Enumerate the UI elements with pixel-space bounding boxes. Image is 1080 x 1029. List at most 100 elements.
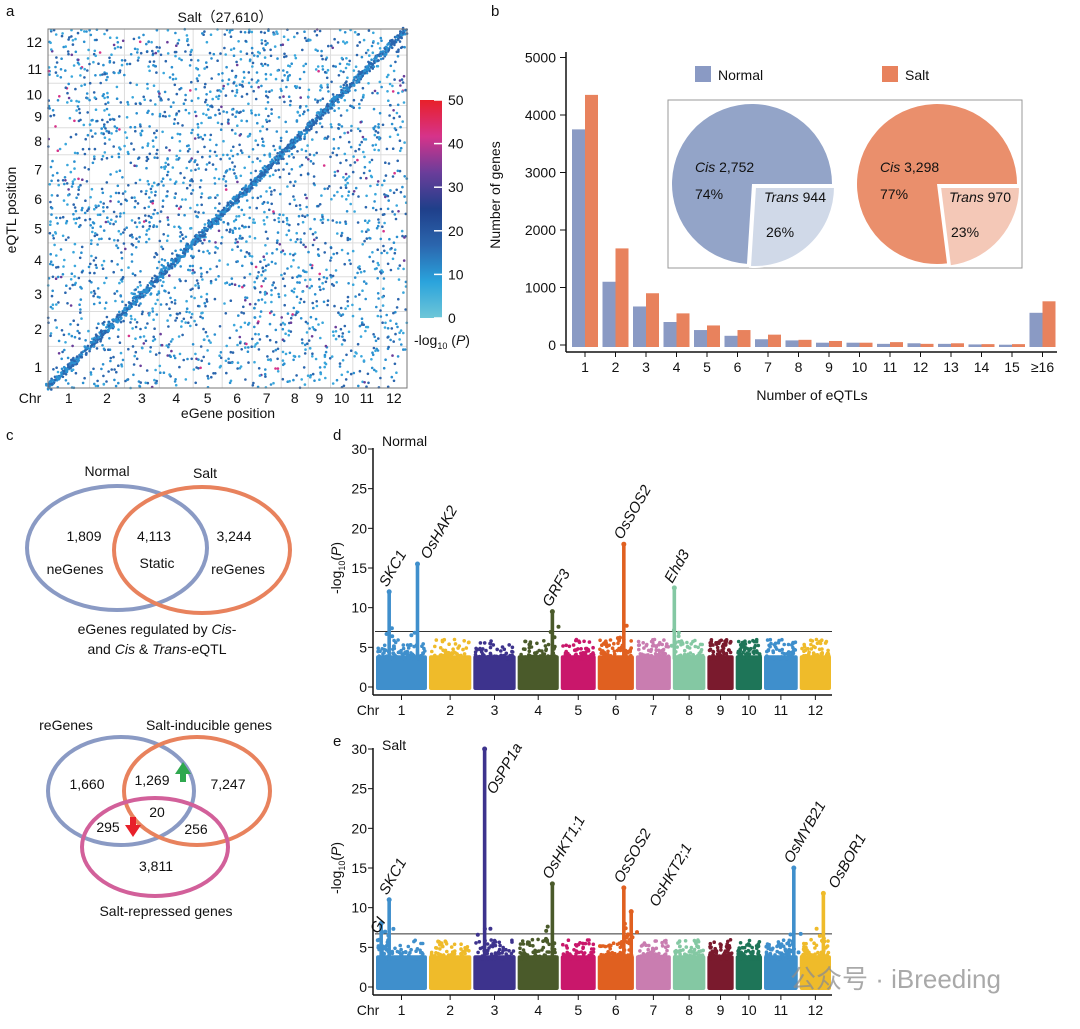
eqtl-point: [284, 120, 288, 124]
cis-eqtl-point: [100, 330, 103, 333]
eqtl-point: [121, 39, 125, 43]
cis-eqtl-point: [231, 202, 235, 205]
cis-eqtl-point: [317, 111, 321, 114]
eqtl-point: [303, 352, 307, 355]
cis-eqtl-point: [329, 103, 332, 106]
eqtl-point: [264, 244, 267, 247]
eqtl-point: [106, 95, 109, 99]
eqtl-point: [229, 299, 233, 303]
eqtl-point: [319, 336, 322, 340]
eqtl-point: [179, 171, 182, 175]
eqtl-point: [187, 321, 190, 325]
eqtl-point: [395, 111, 399, 115]
eqtl-point: [402, 348, 405, 351]
eqtl-point: [139, 364, 142, 368]
eqtl-point: [147, 214, 151, 218]
eqtl-point: [377, 337, 380, 340]
eqtl-point: [345, 80, 348, 83]
snp-point: [570, 656, 575, 660]
eqtl-point: [305, 205, 309, 209]
eqtl-point: [307, 250, 310, 254]
eqtl-point: [161, 199, 165, 202]
eqtl-point: [187, 111, 191, 115]
eqtl-point: [205, 298, 208, 301]
eqtl-point: [347, 330, 351, 334]
eqtl-point: [264, 77, 268, 81]
eqtl-point: [312, 306, 315, 310]
cis-eqtl-point: [387, 42, 391, 45]
eqtl-point: [262, 47, 265, 50]
eqtl-point: [160, 258, 164, 261]
x-tick-label: 6: [233, 390, 241, 406]
eqtl-point: [130, 292, 133, 295]
chr-block-7: [635, 655, 671, 690]
eqtl-point: [371, 206, 375, 210]
eqtl-point: [160, 284, 164, 288]
eqtl-point: [393, 251, 397, 255]
eqtl-point: [358, 265, 361, 268]
eqtl-point: [148, 196, 151, 199]
snp-point: [406, 646, 411, 650]
eqtl-point: [188, 184, 192, 187]
eqtl-point: [98, 213, 102, 216]
eqtl-point: [304, 62, 308, 66]
eqtl-point: [56, 179, 60, 182]
eqtl-point: [80, 270, 84, 274]
eqtl-point: [251, 148, 255, 151]
eqtl-point: [372, 107, 376, 111]
cis-eqtl-point: [366, 68, 369, 72]
eqtl-point: [377, 218, 380, 221]
eqtl-point: [161, 130, 164, 134]
eqtl-point: [188, 264, 192, 268]
snp-point: [564, 649, 568, 654]
eqtl-point: [403, 45, 406, 49]
eqtl-point: [113, 368, 116, 371]
eqtl-point: [247, 225, 251, 229]
eqtl-point: [272, 144, 275, 148]
eqtl-point: [285, 55, 288, 58]
eqtl-point: [309, 315, 313, 319]
cis-eqtl-point: [65, 370, 69, 373]
eqtl-point: [168, 373, 171, 376]
eqtl-point: [151, 202, 154, 205]
eqtl-point: [135, 357, 139, 361]
panel-label-d: d: [333, 427, 341, 444]
eqtl-point: [367, 381, 370, 385]
panel-label-c: c: [6, 427, 14, 444]
eqtl-point: [346, 370, 350, 374]
eqtl-point: [88, 279, 91, 283]
cis-eqtl-point: [61, 375, 65, 379]
eqtl-point: [104, 301, 108, 305]
cis-eqtl-point: [112, 325, 115, 329]
eqtl-point: [227, 122, 230, 125]
y-tick-label: 10: [26, 86, 42, 102]
eqtl-point: [392, 69, 396, 73]
eqtl-point: [240, 208, 244, 212]
x-tick-label: 7: [649, 702, 657, 718]
eqtl-point: [106, 120, 109, 124]
snp-point: [467, 640, 471, 645]
snp-point: [738, 656, 743, 661]
eqtl-point: [139, 302, 142, 305]
eqtl-point: [210, 375, 213, 379]
eqtl-point: [230, 282, 234, 286]
eqtl-point: [332, 137, 336, 141]
y-tick-label: 8: [34, 133, 42, 149]
eqtl-point: [335, 221, 339, 224]
eqtl-point: [322, 300, 326, 304]
eqtl-point: [266, 237, 269, 240]
eqtl-point: [312, 182, 316, 185]
eqtl-point: [220, 122, 224, 126]
eqtl-point: [356, 44, 359, 47]
eqtl-point: [149, 346, 152, 349]
eqtl-point: [106, 206, 109, 209]
cis-eqtl-point: [151, 277, 154, 280]
eqtl-point: [232, 81, 235, 85]
eqtl-point: [146, 142, 150, 145]
eqtl-point: [251, 196, 254, 200]
eqtl-point: [173, 182, 177, 185]
cis-eqtl-point: [179, 248, 183, 252]
eqtl-point: [204, 100, 207, 104]
snp-point: [751, 650, 755, 654]
venn-caption-line2: and Cis & Trans-eQTL: [87, 641, 226, 657]
